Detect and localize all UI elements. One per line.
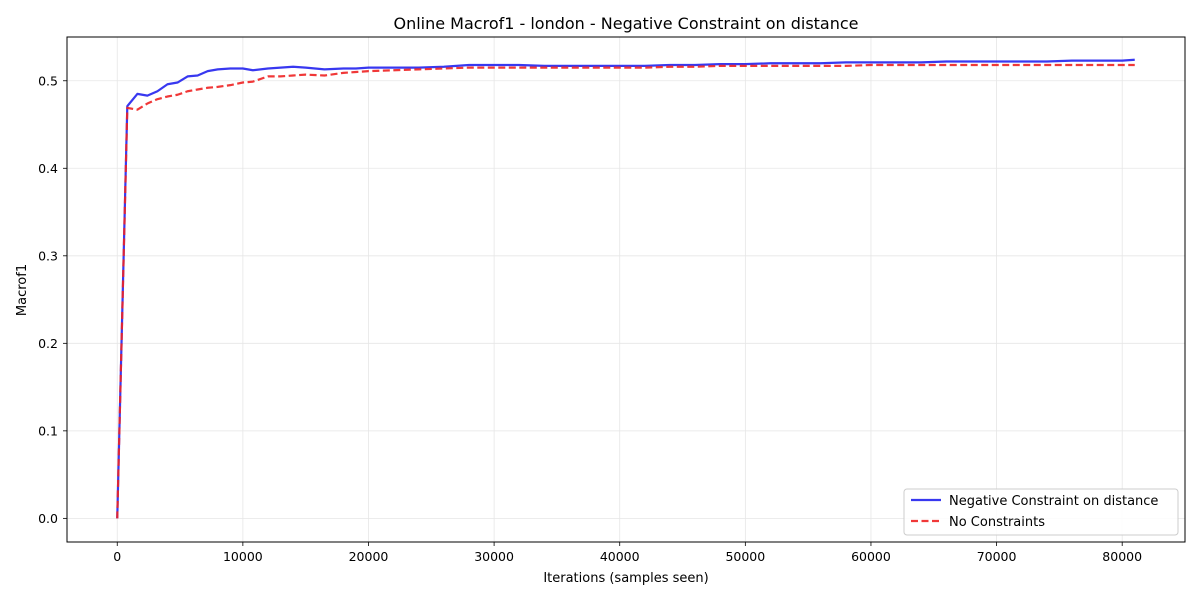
legend-box [903,488,1179,536]
x-tick-label: 20000 [349,549,389,564]
plot-frame [66,36,1186,543]
x-tick-label: 70000 [977,549,1017,564]
legend: Negative Constraint on distance No Const… [903,488,1179,536]
y-tick-label: 0.1 [38,423,58,438]
x-tick-label: 0 [113,549,121,564]
series-line-negative-constraint [116,58,1135,519]
x-tick-label: 60000 [851,549,891,564]
y-axis-label: Macrof1 [15,264,30,316]
y-tick-label: 0.3 [38,248,58,263]
x-axis-ticks: 0 10000 20000 30000 40000 50000 60000 70000 8000… [113,542,1142,564]
x-axis-label: Iterations (samples seen) [543,571,708,586]
y-tick-label: 0.2 [38,336,58,351]
y-axis-ticks: 0.0 0.1 0.2 0.3 0.4 0.5 [38,73,67,526]
y-tick-label: 0.4 [38,161,58,176]
legend-label-no-constraints: No Constraints [949,515,1045,530]
x-tick-label: 80000 [1102,549,1142,564]
x-tick-label: 30000 [474,549,514,564]
x-tick-label: 40000 [600,549,640,564]
y-tick-label: 0.0 [38,511,58,526]
y-tick-label: 0.5 [38,73,58,88]
series-line-no-constraints [116,63,1135,519]
x-tick-label: 10000 [223,549,263,564]
series-layer [116,58,1135,519]
legend-label-negative-constraint: Negative Constraint on distance [949,494,1158,509]
x-tick-label: 50000 [725,549,765,564]
chart-title: Online Macrof1 - london - Negative Const… [393,14,858,33]
